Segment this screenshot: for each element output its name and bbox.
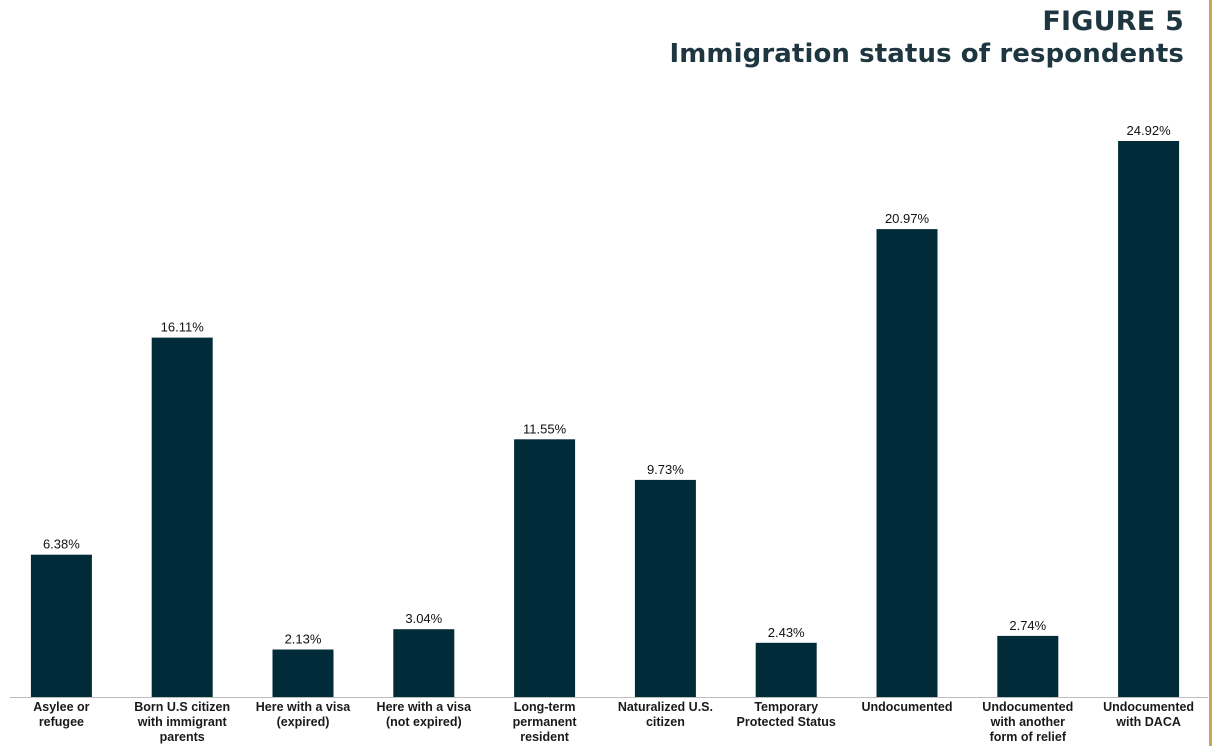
figure-header: FIGURE 5 Immigration status of responden… [669,6,1184,71]
data-label: 11.55% [523,421,567,436]
bar [755,642,817,697]
x-tick-label: Temporary Protected Status [737,700,836,729]
x-tick-label: Long-term permanent resident [513,700,578,744]
bar [634,479,696,697]
x-tick-label: Undocumented with DACA [1103,700,1194,729]
x-tick-label: Here with a visa (not expired) [377,700,473,729]
bar [30,554,92,697]
data-label: 2.13% [285,632,322,647]
data-label: 2.43% [768,625,805,640]
x-tick-label: Born U.S citizen with immigrant parents [134,700,230,744]
bar [151,337,213,697]
x-tick-label: Undocumented with another form of relief [982,700,1073,744]
bar [393,629,455,697]
data-label: 9.73% [647,462,684,477]
x-tick-label: Asylee or refugee [33,700,89,729]
bar [1118,141,1180,697]
bar [997,635,1059,697]
data-label: 2.74% [1009,618,1046,633]
right-edge-accent [1209,0,1212,746]
bar [876,229,938,697]
x-tick-label: Undocumented [862,700,953,714]
x-tick-labels-group: Asylee or refugee Born U.S citizen with imm… [33,700,1194,744]
bar [514,439,576,697]
figure-label: FIGURE 5 [1042,6,1184,37]
x-tick-label: Naturalized U.S. citizen [618,700,713,729]
data-label: 16.11% [161,320,205,335]
data-label: 24.92% [1127,123,1172,138]
bars-group [30,141,1180,697]
data-label: 3.04% [405,611,442,626]
x-tick-label: Here with a visa (expired) [256,700,352,729]
value-labels-group: 6.38% 16.11% 2.13% 3.04% 11.55% 9.73% 2.43% 20.… [43,123,1171,647]
bar [272,649,334,697]
data-label: 6.38% [43,537,80,552]
chart-title: Immigration status of respondents [669,38,1184,69]
data-label: 20.97% [885,211,930,226]
